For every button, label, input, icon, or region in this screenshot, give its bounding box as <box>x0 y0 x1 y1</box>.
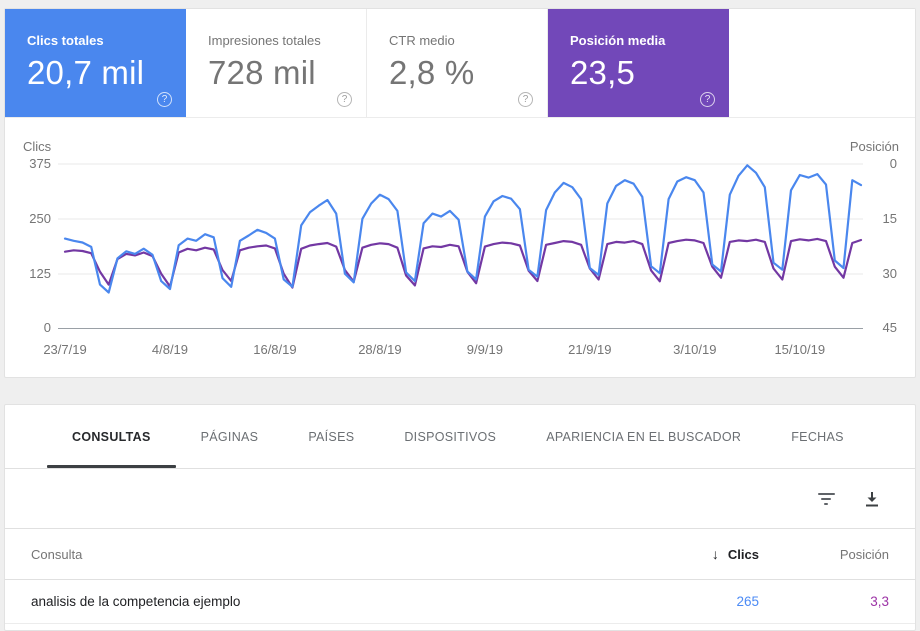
help-icon[interactable]: ? <box>518 92 533 107</box>
y-axis-tick: 0 <box>43 320 51 335</box>
metric-cards-row: Clics totales 20,7 mil ? Impresiones tot… <box>5 9 915 118</box>
filter-icon <box>817 492 835 505</box>
y2-axis-tick: 45 <box>882 320 897 335</box>
performance-chart: Clics Posición 375 250 125 0 0 15 30 45 … <box>5 118 915 377</box>
tab-label: PAÍSES <box>308 429 355 444</box>
tab-label: FECHAS <box>791 429 844 444</box>
tab-dispositivos[interactable]: DISPOSITIVOS <box>379 405 521 468</box>
column-header-posicion[interactable]: Posición <box>839 546 889 562</box>
download-icon <box>866 491 878 506</box>
metric-card-total-impressions[interactable]: Impresiones totales 728 mil ? <box>186 9 367 117</box>
clicks-cell: 265 <box>736 594 759 609</box>
metric-card-value: 2,8 % <box>389 54 475 91</box>
dimensions-panel: CONSULTAS PÁGINAS PAÍSES DISPOSITIVOS AP… <box>4 404 916 631</box>
table-header-row: Consulta ↓ Clics Posición <box>5 529 915 580</box>
tab-label: DISPOSITIVOS <box>404 429 497 444</box>
x-axis-label: 16/8/19 <box>253 342 297 357</box>
download-button[interactable] <box>859 486 885 512</box>
column-header-consulta[interactable]: Consulta <box>31 546 83 562</box>
y2-axis-tick: 30 <box>882 266 897 281</box>
x-axis-label: 28/8/19 <box>358 342 402 357</box>
x-axis-label: 4/8/19 <box>151 342 189 357</box>
tab-label: CONSULTAS <box>72 429 151 444</box>
metric-card-title: CTR medio <box>389 33 455 48</box>
metric-card-average-position[interactable]: Posición media 23,5 ? <box>548 9 729 117</box>
help-icon[interactable]: ? <box>157 92 172 107</box>
dimension-tabs: CONSULTAS PÁGINAS PAÍSES DISPOSITIVOS AP… <box>5 405 915 469</box>
position-line-series <box>63 237 863 289</box>
tab-paginas[interactable]: PÁGINAS <box>176 405 284 468</box>
metric-card-value: 20,7 mil <box>27 54 145 91</box>
x-axis-label: 15/10/19 <box>774 342 826 357</box>
y-axis-tick: 375 <box>29 156 51 171</box>
tab-label: PÁGINAS <box>200 429 259 444</box>
metric-card-value: 728 mil <box>208 54 316 91</box>
x-axis-label: 9/9/19 <box>466 342 503 357</box>
column-header-clics[interactable]: ↓ Clics <box>629 546 759 562</box>
right-axis-title: Posición <box>849 139 899 154</box>
metric-card-title: Clics totales <box>27 33 104 48</box>
metric-card-value: 23,5 <box>570 54 636 91</box>
metric-card-total-clicks[interactable]: Clics totales 20,7 mil ? <box>5 9 186 117</box>
metric-card-title: Impresiones totales <box>208 33 321 48</box>
x-axis-label: 21/9/19 <box>568 342 612 357</box>
performance-panel: Clics totales 20,7 mil ? Impresiones tot… <box>4 8 916 378</box>
position-cell: 3,3 <box>870 594 889 609</box>
table-toolbar <box>5 469 915 529</box>
y2-axis-tick: 15 <box>882 211 897 226</box>
left-axis-title: Clics <box>23 139 52 154</box>
cards-row-filler <box>729 9 915 117</box>
x-axis-label: 3/10/19 <box>673 342 717 357</box>
metric-card-title: Posición media <box>570 33 666 48</box>
help-icon[interactable]: ? <box>337 92 352 107</box>
tab-label: APARIENCIA EN EL BUSCADOR <box>546 429 742 444</box>
tab-paises[interactable]: PAÍSES <box>283 405 379 468</box>
filter-button[interactable] <box>813 486 839 512</box>
y-axis-tick: 250 <box>29 211 51 226</box>
tab-fechas[interactable]: FECHAS <box>766 405 869 468</box>
y-axis-tick: 125 <box>29 266 51 281</box>
chart-canvas[interactable] <box>5 118 917 377</box>
tab-consultas[interactable]: CONSULTAS <box>47 405 176 468</box>
metric-card-average-ctr[interactable]: CTR medio 2,8 % ? <box>367 9 548 117</box>
sort-desc-icon: ↓ <box>711 546 719 562</box>
query-cell[interactable]: analisis de la competencia ejemplo <box>31 594 241 609</box>
help-icon[interactable]: ? <box>700 92 715 107</box>
table-row[interactable]: analisis de la competencia ejemplo 265 3… <box>5 580 915 624</box>
clicks-line-series <box>63 164 863 294</box>
x-axis-label: 23/7/19 <box>43 342 87 357</box>
y2-axis-tick: 0 <box>889 156 897 171</box>
column-header-label: Clics <box>727 547 759 562</box>
tab-apariencia-buscador[interactable]: APARIENCIA EN EL BUSCADOR <box>521 405 766 468</box>
